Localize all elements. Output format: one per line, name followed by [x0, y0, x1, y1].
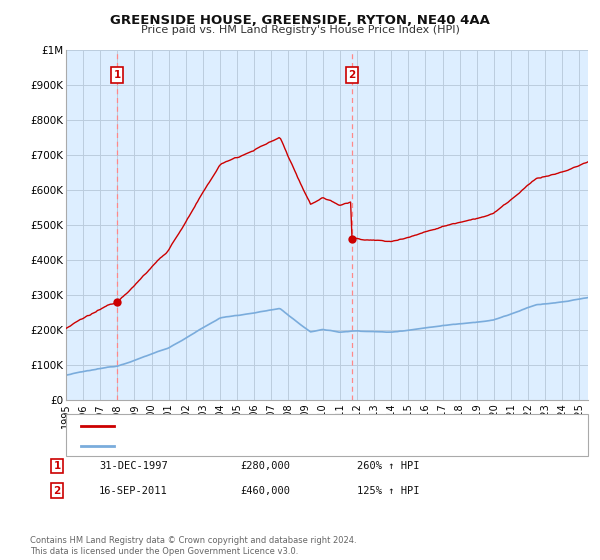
Text: HPI: Average price, detached house, Gateshead: HPI: Average price, detached house, Gate…	[120, 441, 354, 451]
Text: GREENSIDE HOUSE, GREENSIDE, RYTON, NE40 4AA: GREENSIDE HOUSE, GREENSIDE, RYTON, NE40 …	[110, 14, 490, 27]
Text: 16-SEP-2011: 16-SEP-2011	[99, 486, 168, 496]
Text: 125% ↑ HPI: 125% ↑ HPI	[357, 486, 419, 496]
Text: GREENSIDE HOUSE, GREENSIDE, RYTON, NE40 4AA (detached house): GREENSIDE HOUSE, GREENSIDE, RYTON, NE40 …	[120, 421, 460, 431]
Text: Price paid vs. HM Land Registry's House Price Index (HPI): Price paid vs. HM Land Registry's House …	[140, 25, 460, 35]
Text: 31-DEC-1997: 31-DEC-1997	[99, 461, 168, 471]
Text: 1: 1	[53, 461, 61, 471]
Text: Contains HM Land Registry data © Crown copyright and database right 2024.
This d: Contains HM Land Registry data © Crown c…	[30, 536, 356, 556]
Text: 2: 2	[53, 486, 61, 496]
Text: 1: 1	[113, 70, 121, 80]
Text: 260% ↑ HPI: 260% ↑ HPI	[357, 461, 419, 471]
Text: £280,000: £280,000	[240, 461, 290, 471]
Text: £460,000: £460,000	[240, 486, 290, 496]
Text: 2: 2	[349, 70, 356, 80]
